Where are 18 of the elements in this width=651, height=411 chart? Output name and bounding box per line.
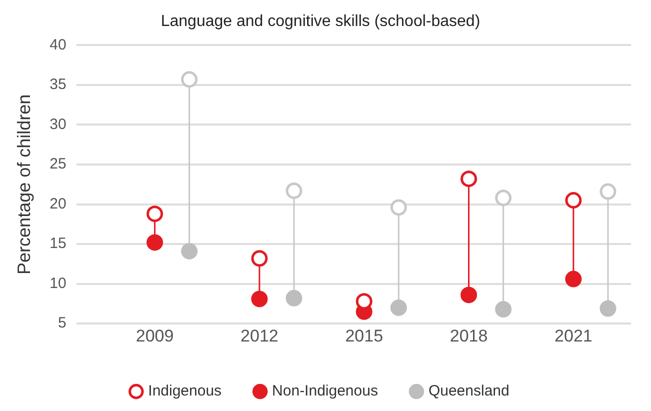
y-tick-label: 20 — [50, 195, 66, 212]
chart-title: Language and cognitive skills (school-based) — [160, 13, 480, 30]
y-tick-label: 15 — [50, 235, 66, 252]
x-tick-label: 2012 — [240, 326, 278, 346]
y-tick-label: 30 — [50, 116, 66, 133]
x-tick-label: 2018 — [450, 326, 488, 346]
x-tick-label: 2009 — [136, 326, 174, 346]
y-tick-label: 5 — [58, 314, 66, 332]
y-tick-label: 10 — [50, 274, 66, 292]
y-axis-title: Percentage of children — [14, 94, 34, 274]
legend-label: Queensland — [428, 382, 510, 400]
y-tick-label: 25 — [50, 156, 66, 173]
legend-label: Indigenous — [148, 382, 222, 400]
legend-label: Non-Indigenous — [272, 382, 378, 400]
y-tick-label: 40 — [50, 36, 66, 54]
x-tick-label: 2015 — [345, 326, 384, 346]
y-tick-label: 35 — [50, 76, 66, 94]
x-tick-label: 2021 — [554, 326, 592, 346]
